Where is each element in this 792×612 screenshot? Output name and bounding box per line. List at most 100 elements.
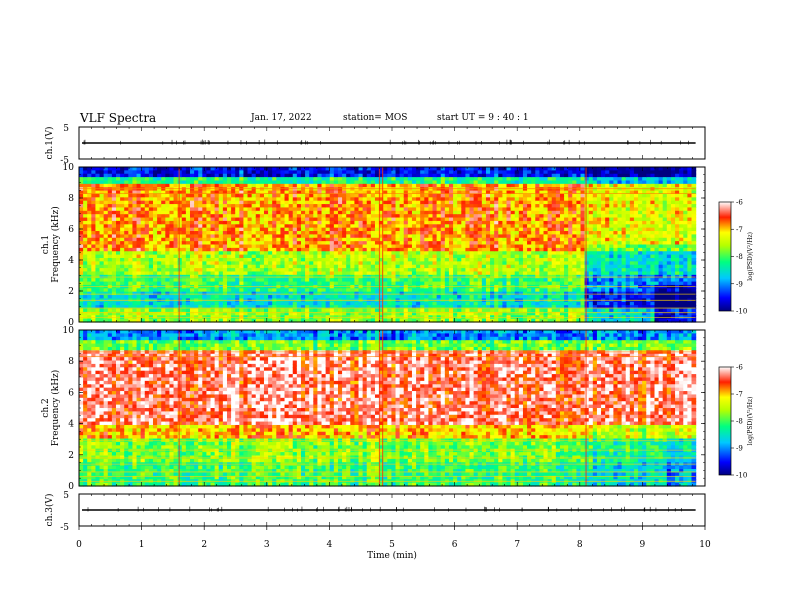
spectrogram-cell bbox=[95, 227, 101, 232]
spectrogram-cell bbox=[448, 278, 454, 283]
spectrogram-cell bbox=[477, 251, 483, 256]
spectrogram-cell bbox=[231, 180, 236, 185]
spectrogram-cell bbox=[144, 295, 150, 300]
spectrogram-cell bbox=[251, 254, 257, 259]
spectrogram-cell bbox=[95, 308, 101, 313]
spectrogram-cell bbox=[202, 311, 208, 316]
spectrogram-cell bbox=[276, 214, 282, 219]
spectrogram-cell bbox=[362, 207, 368, 212]
spectrogram-cell bbox=[424, 210, 430, 215]
spectrogram-cell bbox=[239, 177, 245, 182]
spectrogram-cell bbox=[317, 291, 323, 296]
spectrogram-cell bbox=[218, 187, 224, 192]
spectrogram-cell bbox=[243, 204, 249, 209]
spectrogram-cell bbox=[518, 311, 524, 316]
spectrogram-cell bbox=[152, 190, 158, 195]
spectrogram-cell bbox=[214, 257, 220, 262]
spectrogram-cell bbox=[354, 173, 360, 178]
spectrogram-cell bbox=[379, 237, 384, 242]
spectrogram-cell bbox=[358, 200, 364, 205]
spectrogram-cell bbox=[506, 200, 512, 205]
spectrogram-cell bbox=[103, 251, 109, 256]
spectrogram-cell bbox=[502, 305, 508, 310]
spectrogram-cell bbox=[346, 200, 351, 205]
spectrogram-cell bbox=[198, 268, 203, 273]
spectrogram-cell bbox=[218, 237, 224, 242]
spectrogram-cell bbox=[346, 204, 351, 209]
spectrogram-cell bbox=[169, 244, 175, 249]
spectrogram-cell bbox=[243, 173, 249, 178]
spectrogram-cell bbox=[510, 268, 516, 273]
spectrogram-cell bbox=[91, 257, 97, 262]
spectrogram-cell bbox=[120, 170, 125, 175]
spectrogram-cell bbox=[510, 308, 516, 313]
spectrogram-cell bbox=[87, 308, 92, 313]
spectrogram-cell bbox=[374, 291, 380, 296]
spectrogram-cell bbox=[350, 231, 356, 235]
spectrogram-cell bbox=[239, 220, 245, 225]
spectrogram-cell bbox=[432, 257, 438, 262]
spectrogram-cell bbox=[387, 193, 393, 198]
spectrogram-cell bbox=[481, 204, 487, 209]
spectrogram-cell bbox=[284, 234, 290, 239]
spectrogram-cell bbox=[259, 227, 265, 232]
spectrogram-cell bbox=[362, 180, 368, 185]
spectrogram-cell bbox=[103, 284, 109, 289]
spectrogram-cell bbox=[161, 264, 166, 269]
spectrogram-cell bbox=[214, 193, 220, 198]
spectrogram-cell bbox=[473, 241, 479, 246]
spectrogram-cell bbox=[87, 311, 92, 316]
spectrogram-cell bbox=[379, 214, 384, 219]
spectrogram-cell bbox=[284, 241, 290, 246]
spectrogram-cell bbox=[502, 193, 508, 198]
spectrogram-cell bbox=[128, 268, 134, 273]
spectrogram-cell bbox=[354, 311, 360, 316]
spectrogram-cell bbox=[210, 281, 216, 286]
spectrogram-cell bbox=[83, 278, 88, 283]
spectrogram-cell bbox=[391, 227, 397, 232]
spectrogram-cell bbox=[280, 281, 286, 286]
spectrogram-cell bbox=[346, 220, 351, 225]
spectrogram-cell bbox=[111, 204, 117, 209]
spectrogram-cell bbox=[231, 247, 236, 252]
spectrogram-cell bbox=[391, 251, 397, 256]
spectrogram-cell bbox=[473, 200, 479, 205]
spectrogram-cell bbox=[403, 261, 409, 266]
spectrogram-cell bbox=[485, 197, 491, 202]
spectrogram-cell bbox=[296, 281, 302, 286]
spectrogram-cell bbox=[226, 183, 232, 188]
spectrogram-cell bbox=[263, 264, 269, 269]
spectrogram-cell bbox=[235, 224, 240, 229]
spectrogram-cell bbox=[428, 301, 434, 306]
spectrogram-cell bbox=[395, 173, 401, 178]
spectrogram-cell bbox=[506, 271, 512, 276]
spectrogram-cell bbox=[333, 173, 339, 178]
spectrogram-cell bbox=[124, 305, 129, 310]
spectrogram-cell bbox=[391, 214, 397, 219]
spectrogram-cell bbox=[226, 254, 232, 259]
spectrogram-cell bbox=[181, 220, 187, 225]
spectrogram-cell bbox=[296, 244, 302, 249]
spectrogram-cell bbox=[210, 295, 216, 300]
spectrogram-cell bbox=[498, 301, 503, 306]
spectrogram-cell bbox=[448, 183, 454, 188]
spectrogram-cell bbox=[152, 177, 158, 182]
spectrogram-cell bbox=[395, 180, 401, 185]
spectrogram-cell bbox=[411, 308, 417, 313]
spectrogram-cell bbox=[268, 193, 273, 198]
spectrogram-cell bbox=[157, 231, 162, 235]
spectrogram-cell bbox=[485, 305, 491, 310]
spectrogram-cell bbox=[399, 268, 405, 273]
spectrogram-cell bbox=[329, 167, 335, 171]
spectrogram-cell bbox=[346, 311, 351, 316]
spectrogram-cell bbox=[128, 173, 134, 178]
spectrogram-cell bbox=[518, 284, 524, 289]
spectrogram-cell bbox=[440, 264, 446, 269]
spectrogram-cell bbox=[198, 305, 203, 310]
spectrogram-cell bbox=[132, 308, 138, 313]
spectrogram-cell bbox=[251, 190, 257, 195]
spectrogram-cell bbox=[350, 271, 356, 276]
spectrogram-cell bbox=[189, 281, 195, 286]
spectrogram-cell bbox=[346, 295, 351, 300]
spectrogram-cell bbox=[165, 170, 171, 175]
